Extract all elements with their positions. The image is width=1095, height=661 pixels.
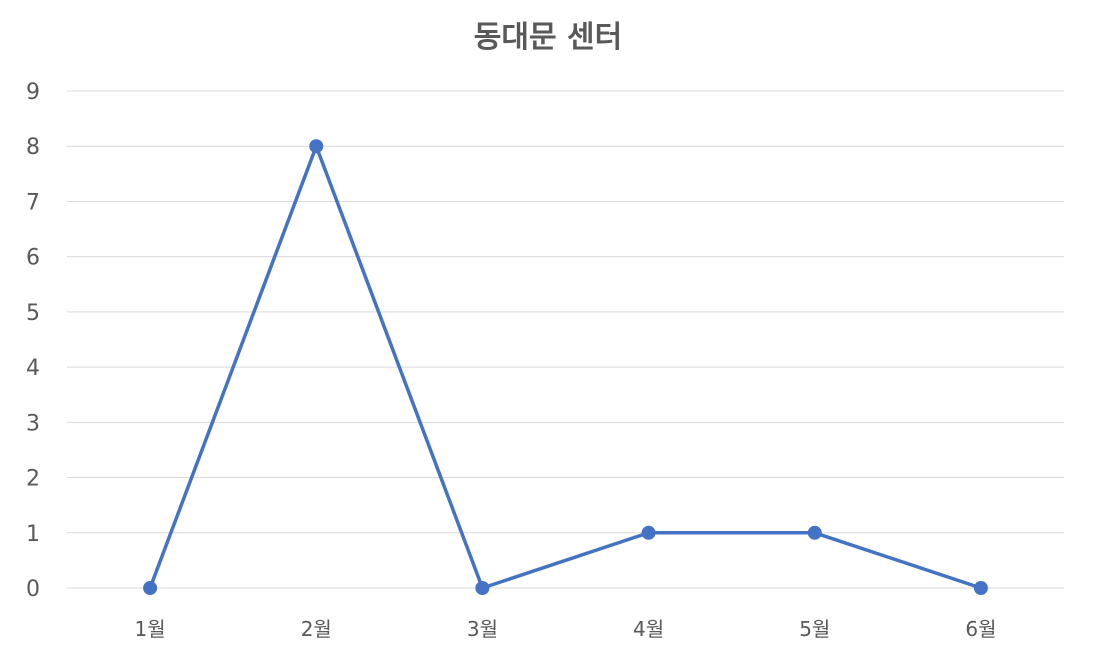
y-tick-label: 3 bbox=[26, 411, 40, 436]
x-tick-label: 1월 bbox=[135, 617, 166, 641]
data-point bbox=[475, 581, 490, 595]
data-point bbox=[973, 581, 988, 595]
y-tick-label: 6 bbox=[26, 246, 40, 271]
data-point bbox=[641, 525, 656, 540]
y-axis-ticks: 0 1 2 3 4 5 6 7 8 9 bbox=[26, 80, 40, 602]
y-tick-label: 2 bbox=[26, 467, 40, 492]
chart-title: 동대문 센터 bbox=[474, 20, 622, 55]
data-point bbox=[309, 139, 324, 154]
gridlines bbox=[67, 90, 1064, 589]
data-point bbox=[143, 581, 158, 595]
y-tick-label: 5 bbox=[26, 301, 40, 326]
y-tick-label: 1 bbox=[26, 522, 40, 547]
x-tick-label: 6월 bbox=[965, 617, 996, 641]
series-line bbox=[148, 144, 982, 590]
data-point bbox=[807, 525, 822, 540]
y-tick-label: 9 bbox=[26, 80, 40, 105]
y-tick-label: 7 bbox=[26, 190, 40, 215]
x-axis-ticks: 1월 2월 3월 4월 5월 6월 bbox=[135, 617, 997, 641]
x-tick-label: 4월 bbox=[633, 617, 664, 641]
y-tick-label: 0 bbox=[26, 577, 40, 602]
y-tick-label: 4 bbox=[26, 356, 40, 381]
x-tick-label: 2월 bbox=[301, 617, 332, 641]
x-tick-label: 5월 bbox=[799, 617, 830, 641]
series-layer bbox=[143, 139, 988, 595]
y-tick-label: 8 bbox=[26, 135, 40, 160]
x-tick-label: 3월 bbox=[467, 617, 498, 641]
